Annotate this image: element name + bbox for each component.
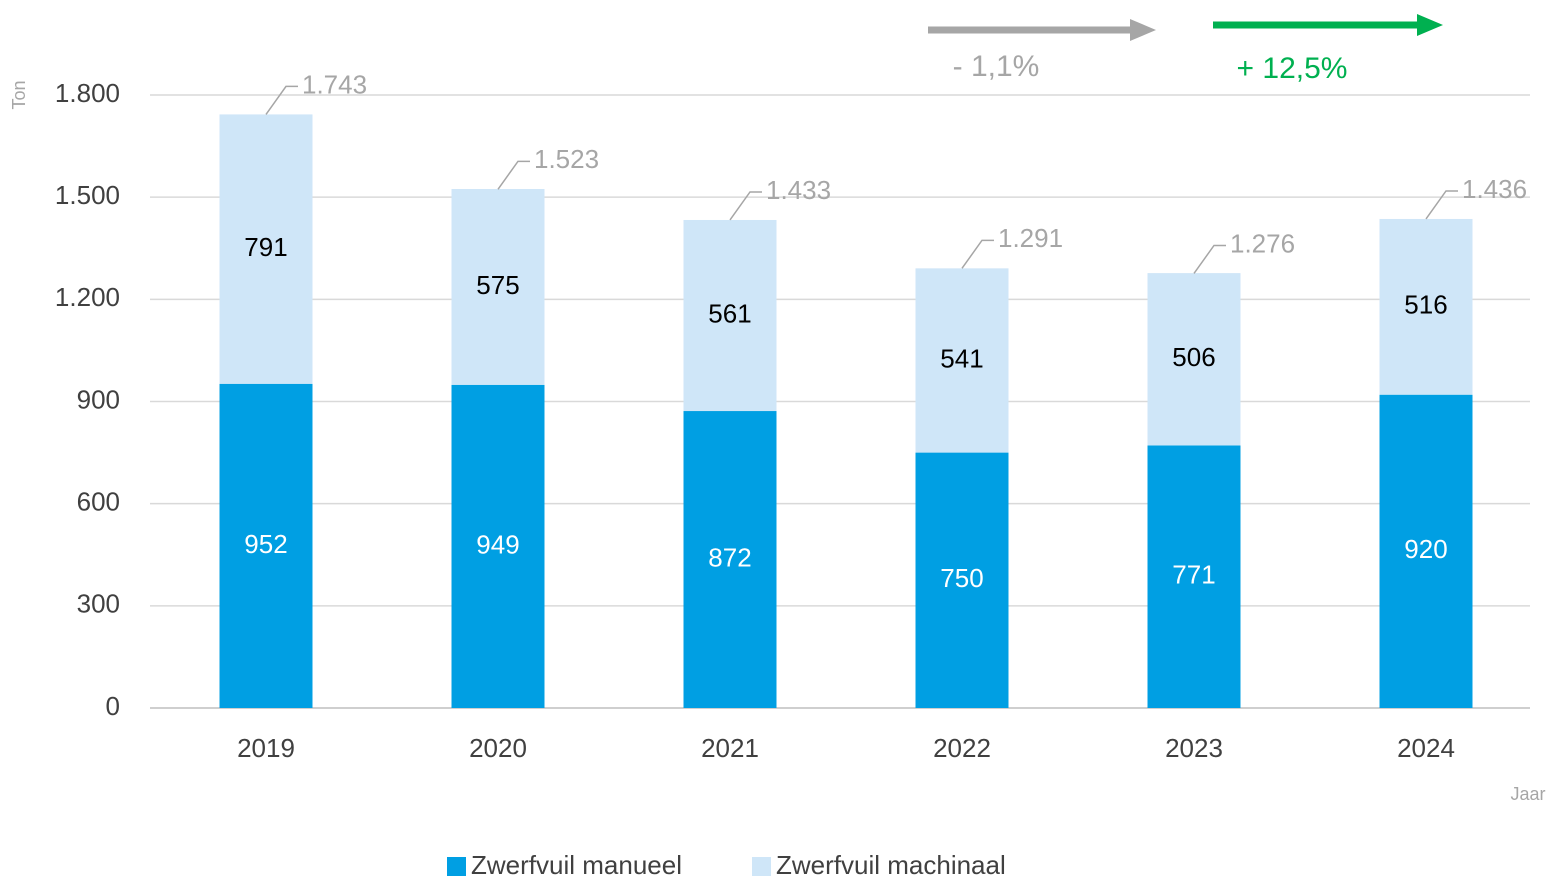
bar-segment: [1379, 218, 1473, 395]
x-tick-label: 2022: [933, 733, 991, 763]
y-tick-label: 1.800: [55, 78, 120, 108]
bar-segment: [451, 188, 545, 385]
bar-segment: [219, 114, 313, 384]
leader-line: [1425, 190, 1458, 220]
total-label: 1.291: [998, 223, 1063, 253]
bar-segment: [451, 384, 545, 708]
total-label: 1.276: [1230, 228, 1295, 258]
legend-label: Zwerfvuil manueel: [471, 850, 682, 880]
data-label: 516: [1404, 290, 1447, 320]
data-label: 771: [1172, 560, 1215, 590]
bar-segment: [683, 219, 777, 412]
legend-label: Zwerfvuil machinaal: [776, 850, 1006, 880]
x-tick-label: 2024: [1397, 733, 1455, 763]
annotation: - 1,1%: [953, 50, 1040, 83]
bar-segment: [1147, 273, 1241, 446]
data-label: 575: [476, 270, 519, 300]
bar-segment: [915, 268, 1009, 453]
data-label: 872: [708, 542, 751, 572]
leader-line: [729, 191, 762, 221]
leader-line: [1193, 244, 1226, 274]
data-label: 952: [244, 529, 287, 559]
y-tick-label: 300: [77, 589, 120, 619]
data-label: 750: [940, 563, 983, 593]
total-label: 1.436: [1462, 174, 1527, 204]
bar-segment: [683, 411, 777, 708]
trend-arrow-head: [1130, 19, 1156, 41]
data-label: 791: [244, 232, 287, 262]
bar-segment: [219, 383, 313, 708]
data-label: 949: [476, 529, 519, 559]
total-label: 1.433: [766, 175, 831, 205]
data-label: 920: [1404, 534, 1447, 564]
data-label: 506: [1172, 342, 1215, 372]
x-axis-label: Jaar: [1510, 784, 1545, 804]
y-tick-label: 0: [106, 691, 120, 721]
bar-segment: [1147, 445, 1241, 708]
bar-segment: [1379, 394, 1473, 708]
y-axis-label: Ton: [9, 80, 29, 109]
x-tick-label: 2019: [237, 733, 295, 763]
x-tick-label: 2023: [1165, 733, 1223, 763]
leader-line: [497, 160, 530, 190]
legend-swatch: [752, 857, 771, 876]
x-tick-label: 2021: [701, 733, 759, 763]
annotation: + 12,5%: [1237, 52, 1348, 85]
data-label: 561: [708, 298, 751, 328]
leader-line: [265, 85, 298, 115]
x-tick-label: 2020: [469, 733, 527, 763]
total-label: 1.523: [534, 144, 599, 174]
bar-segment: [915, 452, 1009, 708]
y-tick-label: 900: [77, 384, 120, 414]
legend-swatch: [447, 857, 466, 876]
trend-arrow-head: [1417, 14, 1443, 36]
y-tick-label: 1.200: [55, 282, 120, 312]
total-label: 1.743: [302, 69, 367, 99]
data-label: 541: [940, 343, 983, 373]
y-tick-label: 1.500: [55, 180, 120, 210]
y-tick-label: 600: [77, 487, 120, 517]
leader-line: [961, 239, 994, 269]
